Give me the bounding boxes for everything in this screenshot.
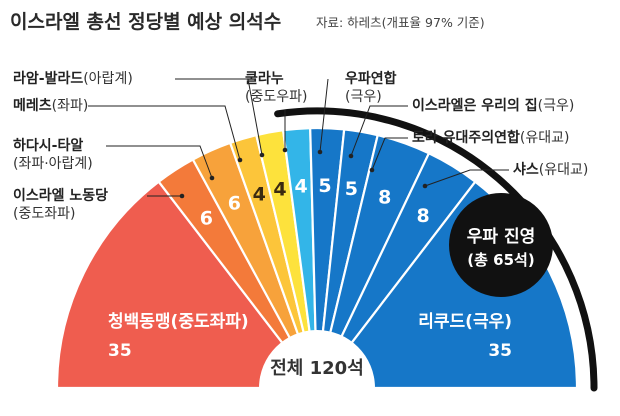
party-name: 메레츠 [13, 98, 52, 114]
seat-count-label: 4 [253, 183, 266, 205]
leader-dot [422, 183, 428, 189]
party-label: 우파연합 (극우) [345, 70, 397, 106]
party-name: 하다시-타알 [13, 138, 84, 154]
leader-dot [317, 149, 323, 155]
party-name: 이스라엘은 우리의 집 [412, 98, 538, 114]
party-affiliation: (좌파) [51, 98, 89, 114]
seat-count-label: 5 [318, 175, 331, 197]
leader-line [350, 105, 408, 157]
leader-line [319, 78, 329, 153]
leader-dot [348, 153, 354, 159]
seat-count-label: 8 [416, 205, 429, 227]
party-affiliation: (유대교) [538, 162, 589, 178]
right-bloc-total: (총 65석) [467, 251, 534, 269]
leader-dot [259, 152, 265, 158]
party-label: 라암-발라드(아랍계) [13, 70, 133, 88]
party-affiliation: (극우) [345, 89, 382, 105]
leader-line [88, 105, 241, 161]
major-party-name: 청백동맹(중도좌파) [108, 311, 249, 332]
party-affiliation: (극우) [537, 98, 575, 114]
center-hole [259, 330, 375, 388]
major-party-seats: 35 [108, 341, 132, 361]
seat-count-label: 6 [228, 193, 241, 215]
seat-count-label: 4 [294, 176, 307, 198]
seat-count-label: 5 [345, 178, 358, 200]
leader-dot [282, 147, 288, 153]
party-label: 토라 유대주의연합(유대교) [412, 129, 570, 147]
party-name: 쿨라누 [245, 71, 284, 87]
leader-line [175, 78, 263, 156]
leader-dot [209, 175, 215, 181]
chart-center: 전체 120석 [259, 330, 375, 388]
party-label: 하다시-타알 (좌파·아랍계) [13, 137, 93, 173]
seat-count-label: 4 [273, 178, 286, 200]
seat-count-label: 6 [200, 208, 213, 230]
seat-sector-0 [55, 180, 320, 390]
right-bloc-badge [449, 193, 553, 297]
source-note: 자료: 하레츠(개표율 97% 기준) [316, 15, 485, 30]
party-label: 쿨라누 (중도우파) [245, 70, 307, 106]
leader-line [371, 137, 408, 171]
seat-count-label: 8 [378, 187, 391, 209]
party-affiliation: (아랍계) [83, 71, 133, 87]
party-name: 이스라엘 노동당 [13, 188, 109, 204]
leader-dot [369, 167, 375, 173]
party-label: 이스라엘은 우리의 집(극우) [412, 97, 574, 115]
leader-dot [237, 157, 243, 163]
right-bloc-indicator: 우파 진영 (총 65석) [274, 107, 598, 392]
party-name: 라암-발라드 [13, 71, 84, 87]
party-affiliation: (중도좌파) [13, 206, 76, 222]
party-label: 샤스(유대교) [513, 161, 588, 179]
total-seats-label: 전체 120석 [270, 358, 364, 379]
major-party-name: 리쿠드(극우) [418, 312, 512, 332]
major-party-seats: 35 [488, 341, 512, 361]
leader-line [106, 145, 213, 179]
party-name: 샤스 [513, 162, 539, 178]
party-affiliation: (유대교) [519, 130, 570, 146]
right-bloc-arc [274, 107, 598, 392]
party-affiliation: (좌파·아랍계) [13, 156, 93, 172]
leader-dot [179, 193, 185, 199]
party-label: 메레츠(좌파) [13, 97, 88, 115]
party-label: 이스라엘 노동당 (중도좌파) [13, 187, 108, 223]
leader-line [424, 169, 509, 187]
right-bloc-label: 우파 진영 [467, 227, 535, 247]
chart-title: 이스라엘 총선 정당별 예상 의석수 [10, 11, 282, 33]
party-name: 우파연합 [345, 71, 397, 87]
party-affiliation: (중도우파) [245, 89, 308, 105]
party-name: 토라 유대주의연합 [412, 130, 520, 146]
leader-lines [88, 78, 509, 199]
